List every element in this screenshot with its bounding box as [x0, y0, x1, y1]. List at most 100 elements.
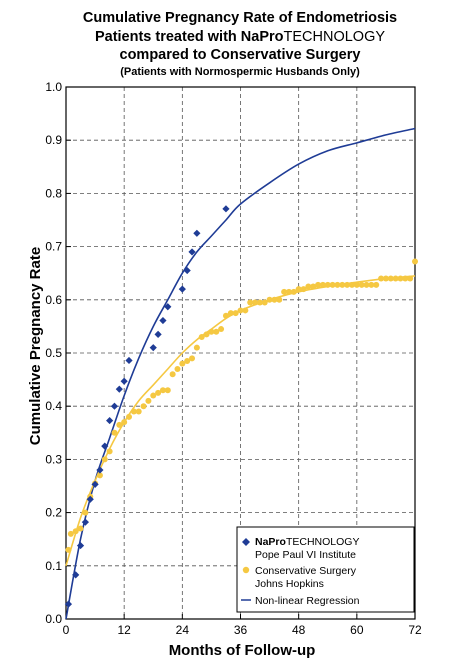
- y-axis-ticks: 0.0 0.1 0.2 0.3 0.4 0.5 0.6 0.7 0.8 0.9 1.0: [45, 80, 71, 626]
- napro-point: [193, 229, 201, 237]
- y-tick-label: 1.0: [45, 80, 62, 94]
- conservative-point: [271, 296, 278, 303]
- title-line-2-suffix: TECHNOLOGY: [284, 29, 386, 45]
- napro-point: [115, 385, 123, 393]
- legend: NaProTECHNOLOGY Pope Paul VI Institute C…: [236, 526, 415, 613]
- conservative-point: [363, 281, 370, 288]
- conservative-point: [106, 448, 113, 455]
- legend-item-conservative: Conservative Surgery: [255, 565, 357, 577]
- conservative-point: [67, 530, 74, 537]
- x-tick-label: 48: [292, 623, 306, 637]
- conservative-point: [247, 299, 254, 306]
- legend-napro-bold: NaPro: [255, 536, 286, 548]
- conservative-point: [164, 387, 171, 394]
- conservative-point: [397, 275, 404, 282]
- conservative-point: [387, 275, 394, 282]
- x-axis-ticks: 0 12 24 36 48 60 72: [63, 614, 422, 637]
- legend-diamond-marker: [242, 538, 250, 546]
- conservative-point: [261, 299, 268, 306]
- conservative-point: [72, 528, 79, 535]
- napro-point: [101, 442, 109, 450]
- x-tick-label: 24: [176, 623, 190, 637]
- conservative-point: [193, 344, 200, 351]
- y-tick-label: 0.4: [45, 399, 62, 413]
- legend-circle-marker: [242, 566, 250, 574]
- conservative-point: [130, 408, 137, 415]
- conservative-point: [150, 392, 157, 399]
- data-points: [64, 205, 418, 608]
- conservative-point: [281, 288, 288, 295]
- conservative-point: [339, 281, 346, 288]
- napro-point: [72, 571, 80, 579]
- conservative-point: [208, 328, 215, 335]
- conservative-point: [324, 281, 331, 288]
- conservative-point: [310, 283, 317, 290]
- napro-point: [125, 356, 133, 365]
- conservative-point: [329, 281, 336, 288]
- napro-point: [91, 480, 99, 489]
- conservative-point: [77, 525, 84, 532]
- napro-point: [222, 205, 230, 213]
- conservative-point: [203, 331, 210, 338]
- conservative-point: [256, 299, 263, 306]
- y-axis-label: Cumulative Pregnancy Rate: [27, 247, 44, 445]
- conservative-point: [213, 328, 220, 335]
- x-tick-label: 12: [117, 623, 131, 637]
- conservative-point: [368, 281, 375, 288]
- conservative-point: [242, 307, 249, 314]
- conservative-point: [121, 419, 128, 426]
- napro-point: [183, 266, 191, 275]
- conservative-point: [392, 275, 399, 282]
- napro-point: [64, 600, 73, 608]
- legend-box: [236, 526, 415, 613]
- x-axis-label: Months of Follow-up: [169, 642, 316, 659]
- conservative-point: [402, 275, 409, 282]
- legend-item-conservative-line2: Johns Hopkins: [255, 578, 324, 590]
- y-tick-label: 0.9: [45, 133, 62, 147]
- conservative-point: [65, 546, 72, 553]
- x-tick-label: 36: [234, 623, 248, 637]
- conservative-point: [300, 286, 307, 293]
- conservative-point: [189, 355, 196, 362]
- x-tick-label: 0: [63, 623, 70, 637]
- napro-point: [149, 344, 157, 352]
- regression-curve: [65, 127, 416, 620]
- conservative-point: [101, 456, 108, 463]
- chart-subtitle: (Patients with Normospermic Husbands Onl…: [120, 66, 360, 78]
- legend-napro-rest: TECHNOLOGY: [286, 536, 360, 548]
- title-line-2: Patients treated with NaProTECHNOLOGY: [95, 29, 385, 45]
- y-tick-label: 0.7: [45, 240, 62, 254]
- napro-point: [81, 518, 89, 526]
- conservative-point: [82, 509, 89, 516]
- conservative-point: [382, 275, 389, 282]
- conservative-point: [358, 281, 365, 288]
- napro-point: [76, 541, 85, 550]
- conservative-point: [407, 275, 414, 282]
- napro-point: [154, 330, 162, 338]
- conservative-point: [290, 288, 297, 295]
- napro-point: [164, 303, 172, 311]
- conservative-point: [276, 296, 283, 303]
- conservative-point: [252, 299, 259, 306]
- conservative-point: [169, 371, 176, 378]
- conservative-point: [174, 365, 181, 372]
- conservative-point: [232, 310, 239, 317]
- napro-point: [188, 248, 196, 256]
- legend-item-regression: Non-linear Regression: [255, 595, 360, 607]
- conservative-point: [155, 389, 162, 396]
- conservative-point: [96, 472, 103, 479]
- conservative-point: [344, 281, 351, 288]
- x-tick-label: 60: [350, 623, 364, 637]
- legend-item-napro-line2: Pope Paul VI Institute: [255, 549, 356, 561]
- conservative-point: [145, 397, 152, 404]
- conservative-point: [373, 281, 380, 288]
- conservative-point: [159, 387, 166, 394]
- title-line-2-prefix: Patients treated with: [95, 29, 241, 45]
- napro-point: [96, 466, 104, 474]
- conservative-point: [334, 281, 341, 288]
- y-tick-label: 0.3: [45, 452, 62, 466]
- conservative-point: [305, 283, 312, 290]
- conservative-point: [348, 281, 355, 288]
- conservative-point: [315, 281, 322, 288]
